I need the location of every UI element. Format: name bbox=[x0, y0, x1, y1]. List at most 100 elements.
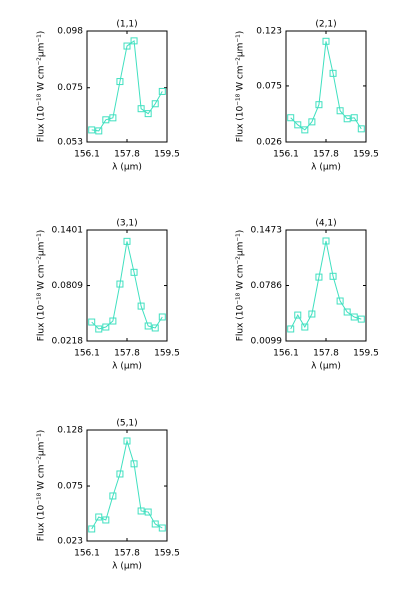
marker bbox=[151, 324, 159, 332]
marker bbox=[109, 114, 117, 122]
x-axis-label: λ (μm) bbox=[112, 362, 142, 372]
y-axis-label: Flux (10⁻¹⁸ W cm⁻²μm⁻¹) bbox=[236, 31, 246, 143]
marker bbox=[95, 127, 103, 135]
marker bbox=[350, 313, 358, 321]
marker bbox=[308, 310, 316, 318]
marker bbox=[294, 121, 302, 129]
x-tick-label: 159.5 bbox=[353, 349, 379, 359]
x-tick-label: 157.8 bbox=[114, 349, 140, 359]
marker bbox=[144, 322, 152, 330]
marker bbox=[158, 524, 166, 532]
plot-frame bbox=[285, 229, 367, 342]
y-tick-label: 0.026 bbox=[256, 138, 282, 148]
marker bbox=[158, 87, 166, 95]
x-tick-label: 157.8 bbox=[313, 349, 339, 359]
marker bbox=[116, 78, 124, 86]
series-line bbox=[91, 241, 163, 330]
marker bbox=[116, 280, 124, 288]
y-axis-label: Flux (10⁻¹⁸ W cm⁻²μm⁻¹) bbox=[236, 230, 246, 342]
y-tick-label: 0.023 bbox=[57, 537, 83, 547]
panel-title: (3,1) bbox=[116, 219, 137, 229]
series-line bbox=[290, 41, 362, 131]
marker bbox=[137, 507, 145, 515]
y-tick-label: 0.075 bbox=[57, 482, 83, 492]
marker bbox=[102, 116, 110, 124]
x-tick-label: 159.5 bbox=[154, 549, 180, 559]
y-tick-label: 0.123 bbox=[256, 27, 282, 37]
y-tick-label: 0.128 bbox=[57, 426, 83, 436]
marker bbox=[123, 237, 131, 245]
marker bbox=[88, 525, 96, 533]
x-tick-label: 156.1 bbox=[74, 150, 100, 160]
marker bbox=[301, 126, 309, 134]
marker bbox=[88, 318, 96, 326]
marker bbox=[123, 42, 131, 50]
x-tick-label: 159.5 bbox=[154, 349, 180, 359]
y-tick-label: 0.1401 bbox=[52, 226, 84, 236]
x-tick-label: 156.1 bbox=[74, 349, 100, 359]
marker bbox=[95, 513, 103, 521]
x-tick-label: 156.1 bbox=[273, 349, 299, 359]
marker bbox=[130, 37, 138, 45]
marker bbox=[294, 311, 302, 319]
marker bbox=[130, 268, 138, 276]
marker bbox=[343, 308, 351, 316]
marker bbox=[95, 325, 103, 333]
y-axis-label: Flux (10⁻¹⁸ W cm⁻²μm⁻¹) bbox=[37, 430, 47, 542]
panel-title: (1,1) bbox=[116, 20, 137, 30]
marker bbox=[315, 101, 323, 109]
marker bbox=[287, 325, 295, 333]
marker bbox=[109, 492, 117, 500]
marker bbox=[322, 37, 330, 45]
x-tick-label: 159.5 bbox=[353, 150, 379, 160]
marker bbox=[137, 302, 145, 310]
marker bbox=[109, 317, 117, 325]
marker bbox=[88, 126, 96, 134]
x-axis-label: λ (μm) bbox=[112, 562, 142, 572]
marker bbox=[336, 297, 344, 305]
marker bbox=[301, 323, 309, 331]
marker bbox=[102, 516, 110, 524]
marker bbox=[357, 315, 365, 323]
panel-title: (4,1) bbox=[315, 219, 336, 229]
marker bbox=[329, 69, 337, 77]
y-tick-label: 0.075 bbox=[256, 81, 282, 91]
marker bbox=[137, 105, 145, 113]
panel-title: (5,1) bbox=[116, 419, 137, 429]
marker bbox=[343, 115, 351, 123]
marker bbox=[116, 470, 124, 478]
x-axis-label: λ (μm) bbox=[112, 163, 142, 173]
y-tick-label: 0.0786 bbox=[251, 281, 283, 291]
y-tick-label: 0.0218 bbox=[52, 337, 84, 347]
marker bbox=[123, 437, 131, 445]
x-tick-label: 157.8 bbox=[313, 150, 339, 160]
y-tick-label: 0.053 bbox=[57, 138, 83, 148]
marker bbox=[151, 100, 159, 108]
y-tick-label: 0.1473 bbox=[251, 226, 283, 236]
y-tick-label: 0.0099 bbox=[251, 337, 283, 347]
marker bbox=[315, 273, 323, 281]
marker bbox=[350, 114, 358, 122]
x-axis-label: λ (μm) bbox=[311, 163, 341, 173]
marker bbox=[357, 125, 365, 133]
y-tick-label: 0.0809 bbox=[52, 281, 84, 291]
panel-title: (2,1) bbox=[315, 20, 336, 30]
y-axis-label: Flux (10⁻¹⁸ W cm⁻²μm⁻¹) bbox=[37, 31, 47, 143]
x-tick-label: 156.1 bbox=[273, 150, 299, 160]
series-line bbox=[91, 439, 163, 530]
marker bbox=[308, 118, 316, 126]
marker bbox=[158, 313, 166, 321]
x-axis-label: λ (μm) bbox=[311, 362, 341, 372]
marker bbox=[151, 520, 159, 528]
x-tick-label: 159.5 bbox=[154, 150, 180, 160]
series-line bbox=[91, 39, 163, 132]
marker bbox=[102, 323, 110, 331]
marker bbox=[144, 508, 152, 516]
x-tick-label: 156.1 bbox=[74, 549, 100, 559]
series-line bbox=[290, 240, 362, 330]
marker bbox=[322, 237, 330, 245]
plot-frame bbox=[86, 229, 168, 342]
marker bbox=[130, 460, 138, 468]
marker bbox=[287, 114, 295, 122]
